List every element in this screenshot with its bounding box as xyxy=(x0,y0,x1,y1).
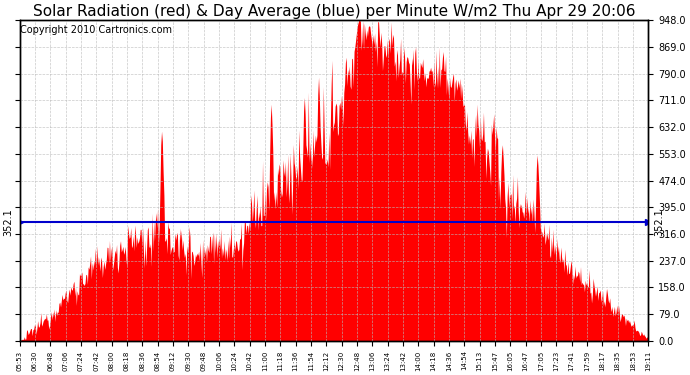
Text: Copyright 2010 Cartronics.com: Copyright 2010 Cartronics.com xyxy=(20,25,172,35)
Text: 352.1: 352.1 xyxy=(655,208,664,236)
Title: Solar Radiation (red) & Day Average (blue) per Minute W/m2 Thu Apr 29 20:06: Solar Radiation (red) & Day Average (blu… xyxy=(32,4,635,19)
Text: 352.1: 352.1 xyxy=(3,208,13,236)
